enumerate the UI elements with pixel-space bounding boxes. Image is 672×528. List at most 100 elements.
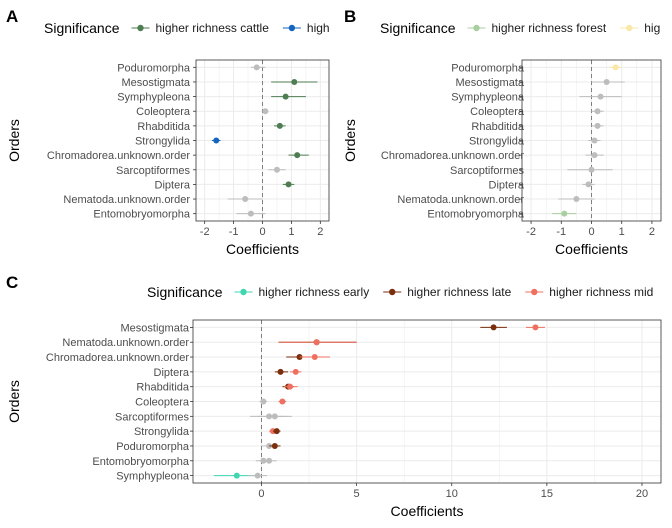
- legend-item-label: high: [644, 21, 667, 35]
- y-axis-title: Orders: [342, 119, 358, 162]
- y-tick-label: Chromadorea.unknown.order: [47, 150, 190, 162]
- panel-b: B Significance higher richness forest high P…: [342, 7, 667, 257]
- y-tick-label: Coleoptera: [135, 397, 190, 409]
- legend-key-point: [137, 24, 144, 32]
- coefficient-point: [254, 472, 261, 479]
- y-tick-label: Diptera: [489, 179, 525, 191]
- panel-c: C Significance higher richness early higher…: [6, 273, 662, 519]
- coefficient-point: [253, 64, 260, 71]
- x-axis-title: Coefficients: [555, 241, 628, 257]
- x-tick-label: 2: [649, 226, 655, 238]
- y-tick-label: Poduromorpha: [451, 62, 525, 74]
- coefficient-point: [282, 93, 289, 100]
- coefficient-point: [287, 383, 294, 390]
- y-axis-title: Orders: [6, 380, 22, 423]
- legend-title: Significance: [44, 20, 120, 36]
- coefficient-point: [603, 78, 610, 85]
- y-tick-label: Rhabditida: [136, 382, 189, 394]
- coefficient-point: [271, 413, 278, 420]
- panel-a: A Significance higher richness cattle high P…: [6, 7, 330, 257]
- y-tick-label: Symphypleona: [116, 471, 190, 483]
- legend-key-point: [240, 288, 247, 296]
- legend-key-point: [288, 24, 296, 32]
- coefficient-point: [213, 137, 220, 144]
- legend-key-point: [389, 288, 396, 296]
- y-tick-label: Sarcoptiformes: [115, 411, 189, 423]
- coefficient-point: [490, 324, 497, 331]
- y-tick-label: Diptera: [154, 367, 190, 379]
- x-tick-label: 15: [541, 488, 553, 500]
- x-axis-title: Coefficients: [391, 503, 464, 519]
- coefficient-point: [311, 354, 318, 361]
- panel-label: B: [344, 7, 356, 26]
- legend-item-label: higher richness mid: [549, 285, 653, 299]
- coefficient-point: [279, 398, 286, 405]
- coefficient-point: [233, 472, 240, 479]
- legend-title: Significance: [380, 20, 456, 36]
- y-tick-label: Rhabditida: [471, 121, 524, 133]
- x-axis-title: Coefficients: [226, 241, 299, 257]
- legend: Significance higher richness forest high: [380, 20, 667, 36]
- y-tick-label: Mesostigmata: [121, 322, 190, 334]
- x-tick-label: 2: [317, 226, 323, 238]
- y-axis-title: Orders: [6, 119, 22, 162]
- coefficient-point: [292, 368, 299, 375]
- coefficient-point: [585, 181, 592, 188]
- coefficient-point: [561, 210, 568, 217]
- x-tick-label: 0: [259, 226, 265, 238]
- coefficient-point: [532, 324, 539, 331]
- coefficient-point: [294, 152, 301, 159]
- x-tick-label: 0: [258, 488, 264, 500]
- coefficient-point: [291, 78, 298, 85]
- y-tick-label: Nematoda.unknown.order: [397, 194, 524, 206]
- y-tick-label: Strongylida: [135, 136, 191, 148]
- x-tick-label: -2: [526, 226, 536, 238]
- x-tick-label: 20: [636, 488, 648, 500]
- panel-label: C: [6, 273, 18, 292]
- coefficient-point: [313, 339, 320, 346]
- y-tick-label: Mesostigmata: [122, 77, 191, 89]
- coefficient-point: [594, 122, 601, 129]
- coefficient-point: [573, 196, 580, 203]
- y-tick-label: Sarcoptiformes: [450, 165, 524, 177]
- y-tick-label: Entomobryomorpha: [93, 209, 190, 221]
- y-tick-label: Mesostigmata: [456, 77, 525, 89]
- legend: Significance higher richness cattle high: [44, 20, 330, 36]
- y-tick-label: Strongylida: [134, 426, 190, 438]
- legend-item-label: higher richness late: [407, 285, 511, 299]
- y-tick-label: Entomobryomorpha: [92, 456, 189, 468]
- legend-key-point: [626, 24, 633, 32]
- coefficient-point: [247, 210, 254, 217]
- legend-title: Significance: [147, 284, 223, 300]
- coefficient-point: [276, 122, 283, 129]
- coefficient-point: [588, 166, 595, 173]
- coefficient-point: [277, 368, 284, 375]
- coefficient-point: [266, 457, 273, 464]
- legend-item-label: higher richness early: [259, 285, 370, 299]
- y-tick-label: Strongylida: [469, 136, 525, 148]
- y-tick-label: Coleoptera: [470, 106, 525, 118]
- coefficient-point: [271, 442, 278, 449]
- y-tick-label: Chromadorea.unknown.order: [381, 150, 524, 162]
- coefficient-point: [591, 152, 598, 159]
- legend-item-label: higher richness cattle: [156, 21, 270, 35]
- y-tick-label: Sarcoptiformes: [116, 165, 190, 177]
- x-tick-label: -1: [556, 226, 566, 238]
- x-tick-label: -2: [200, 226, 210, 238]
- x-tick-label: 0: [588, 226, 594, 238]
- y-tick-label: Nematoda.unknown.order: [63, 194, 190, 206]
- y-tick-label: Poduromorpha: [116, 441, 190, 453]
- x-tick-label: 5: [354, 488, 360, 500]
- coefficient-point: [273, 166, 280, 173]
- legend: Significance higher richness early higher …: [147, 284, 653, 300]
- coefficient-point: [260, 398, 267, 405]
- y-tick-label: Symphypleona: [117, 92, 191, 104]
- y-tick-label: Nematoda.unknown.order: [62, 337, 189, 349]
- y-tick-label: Coleoptera: [136, 106, 191, 118]
- y-tick-label: Entomobryomorpha: [427, 209, 524, 221]
- coefficient-point: [597, 93, 604, 100]
- y-tick-label: Diptera: [155, 179, 191, 191]
- legend-item-label: high: [307, 21, 330, 35]
- legend-key-point: [473, 24, 480, 32]
